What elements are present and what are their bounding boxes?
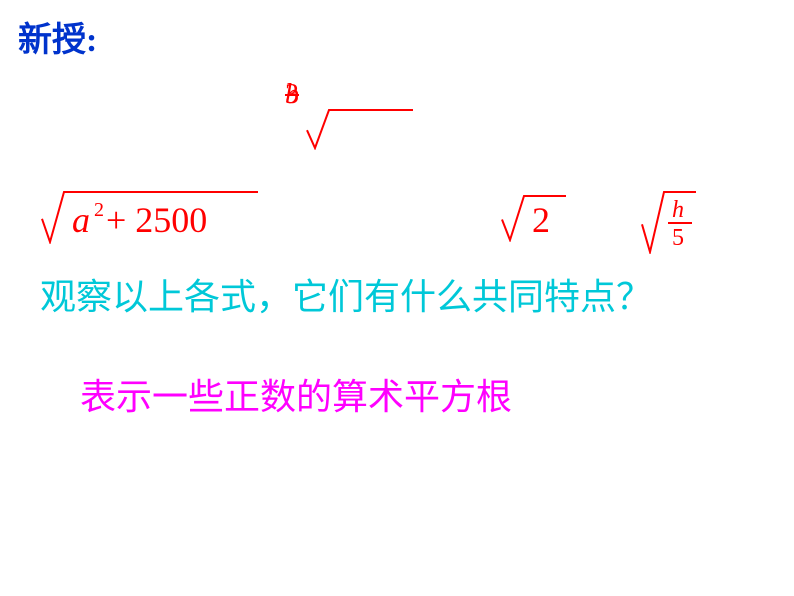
svg-text:2: 2	[94, 199, 104, 221]
sqrt-symbol-3: 2	[500, 192, 568, 242]
expression-row: a 2 + 2500 b 3 2 h 5	[0, 88, 794, 188]
section-heading: 新授:	[18, 12, 97, 61]
sqrt-symbol-2	[305, 106, 415, 150]
svg-text:5: 5	[672, 225, 684, 251]
answer-text: 表示一些正数的算术平方根	[80, 368, 512, 420]
question-text: 观察以上各式，它们有什么共同特点？	[40, 268, 652, 320]
svg-text:h: h	[672, 197, 684, 223]
svg-text:a: a	[72, 200, 90, 240]
expr-2-overlay: b 3	[285, 84, 309, 108]
expr-1: a 2 + 2500	[40, 188, 260, 244]
expr-4: h 5	[640, 188, 698, 254]
sqrt-symbol-4: h 5	[640, 188, 698, 254]
expr-3: 2	[500, 192, 568, 242]
svg-text:2: 2	[532, 200, 550, 240]
sqrt-symbol-1: a 2 + 2500	[40, 188, 260, 244]
svg-text:+ 2500: + 2500	[106, 200, 207, 240]
